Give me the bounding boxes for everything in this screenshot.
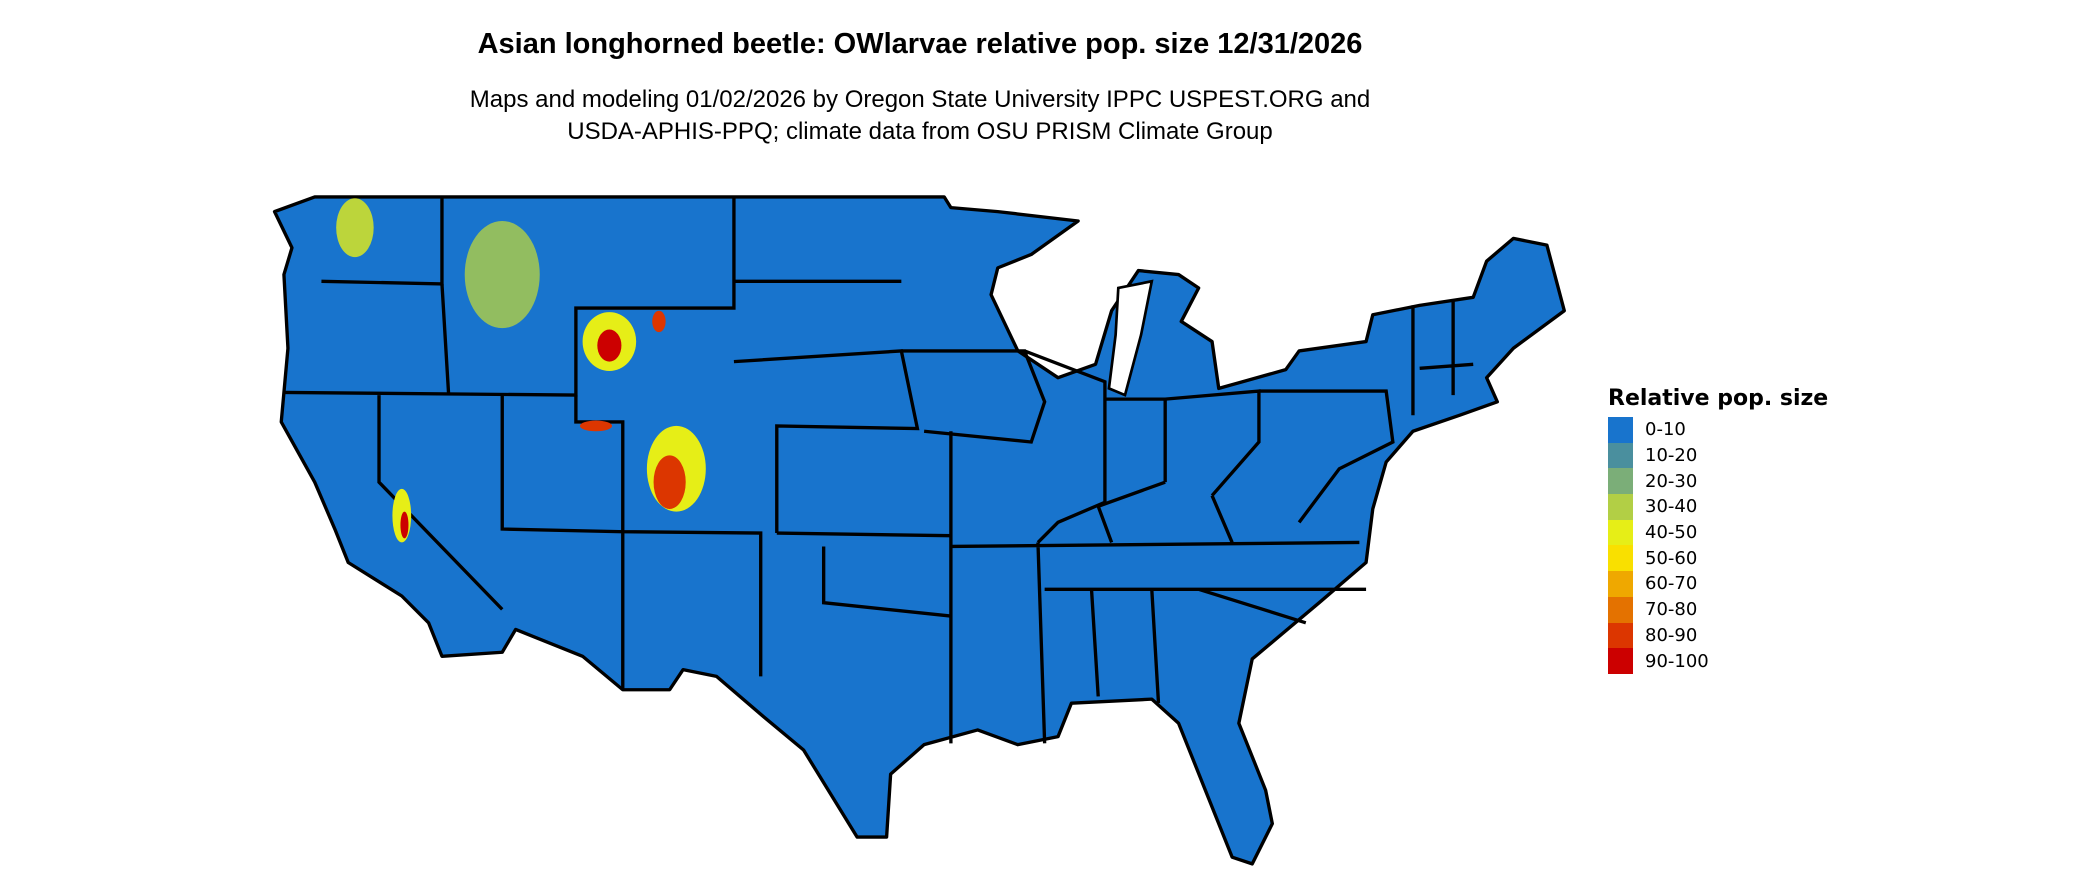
- legend-label: 70-80: [1645, 599, 1698, 621]
- legend: Relative pop. size 0-10 10-20 20-30 30-40 40…: [1608, 386, 1828, 674]
- legend-item: 80-90: [1608, 622, 1828, 649]
- lake-michigan: [1107, 279, 1154, 397]
- hotspots: [336, 198, 706, 543]
- legend-swatch: [1608, 648, 1633, 674]
- legend-item: 40-50: [1608, 519, 1828, 546]
- map-subtitle: Maps and modeling 01/02/2026 by Oregon S…: [0, 84, 1840, 148]
- legend-label: 30-40: [1645, 496, 1698, 518]
- us-outline: [272, 195, 1566, 866]
- legend-items: 0-10 10-20 20-30 30-40 40-50 50-60 60-70 70-80 8…: [1608, 417, 1828, 674]
- legend-item: 10-20: [1608, 442, 1828, 469]
- legend-label: 90-100: [1645, 650, 1709, 672]
- legend-swatch: [1608, 519, 1633, 546]
- legend-swatch: [1608, 545, 1633, 572]
- subtitle-line-2: USDA-APHIS-PPQ; climate data from OSU PR…: [567, 118, 1273, 145]
- legend-item: 0-10: [1608, 417, 1828, 443]
- state-borders: [283, 196, 1474, 744]
- legend-item: 60-70: [1608, 571, 1828, 597]
- legend-label: 80-90: [1645, 624, 1698, 646]
- legend-label: 10-20: [1645, 445, 1698, 467]
- legend-title: Relative pop. size: [1608, 386, 1829, 411]
- legend-swatch: [1608, 442, 1633, 469]
- legend-label: 60-70: [1645, 573, 1698, 595]
- legend-item: 90-100: [1608, 648, 1828, 674]
- legend-swatch: [1608, 596, 1633, 623]
- legend-swatch: [1608, 494, 1633, 520]
- legend-label: 20-30: [1645, 470, 1698, 492]
- legend-swatch: [1608, 571, 1633, 597]
- legend-label: 0-10: [1645, 419, 1686, 441]
- legend-swatch: [1608, 417, 1633, 443]
- legend-item: 30-40: [1608, 494, 1828, 520]
- legend-swatch: [1608, 468, 1633, 495]
- legend-item: 70-80: [1608, 596, 1828, 623]
- subtitle-line-1: Maps and modeling 01/02/2026 by Oregon S…: [469, 86, 1371, 113]
- legend-item: 20-30: [1608, 468, 1828, 495]
- map-title: Asian longhorned beetle: OWlarvae relati…: [477, 28, 1363, 60]
- legend-label: 50-60: [1645, 547, 1698, 569]
- legend-item: 50-60: [1608, 545, 1828, 572]
- legend-label: 40-50: [1645, 522, 1698, 544]
- legend-swatch: [1608, 622, 1633, 649]
